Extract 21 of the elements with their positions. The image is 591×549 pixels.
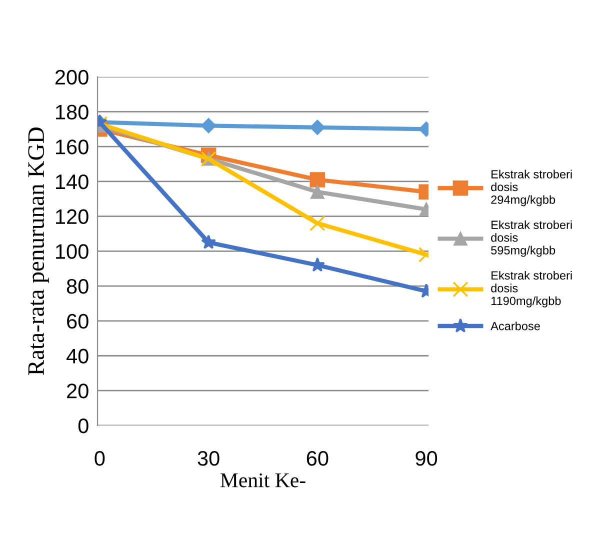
x-tick-label: 90 (416, 451, 438, 466)
legend-label: Ekstrak stroberi dosis 1190mg/kgbb (491, 270, 572, 308)
legend-label: Acarbose (490, 322, 540, 330)
y-tick-label: 160 (56, 140, 88, 154)
legend-label: Ekstrak stroberi dosis 294mg/kgbb (491, 170, 572, 206)
x-tick-label: 30 (198, 451, 220, 466)
y-tick-label: 200 (55, 70, 88, 85)
y-tick-label: 180 (56, 104, 88, 120)
y-axis-title: Rata-rata penurunan KGD (28, 128, 49, 376)
y-tick-label: 120 (56, 209, 88, 224)
y-tick-label: 100 (56, 244, 88, 259)
y-tick-label: 60 (67, 314, 88, 329)
x-tick-label: 0 (94, 451, 105, 466)
y-tick-label: 0 (78, 418, 88, 434)
x-tick-label: 60 (306, 451, 328, 466)
y-tick-label: 140 (56, 174, 88, 190)
legend-label: Ekstrak stroberi dosis 595mg/kgbb (491, 220, 572, 257)
x-axis-title: Menit Ke- (220, 473, 306, 488)
y-tick-label: 20 (67, 384, 88, 398)
y-tick-label: 40 (66, 348, 88, 364)
y-tick-label: 80 (66, 279, 88, 294)
